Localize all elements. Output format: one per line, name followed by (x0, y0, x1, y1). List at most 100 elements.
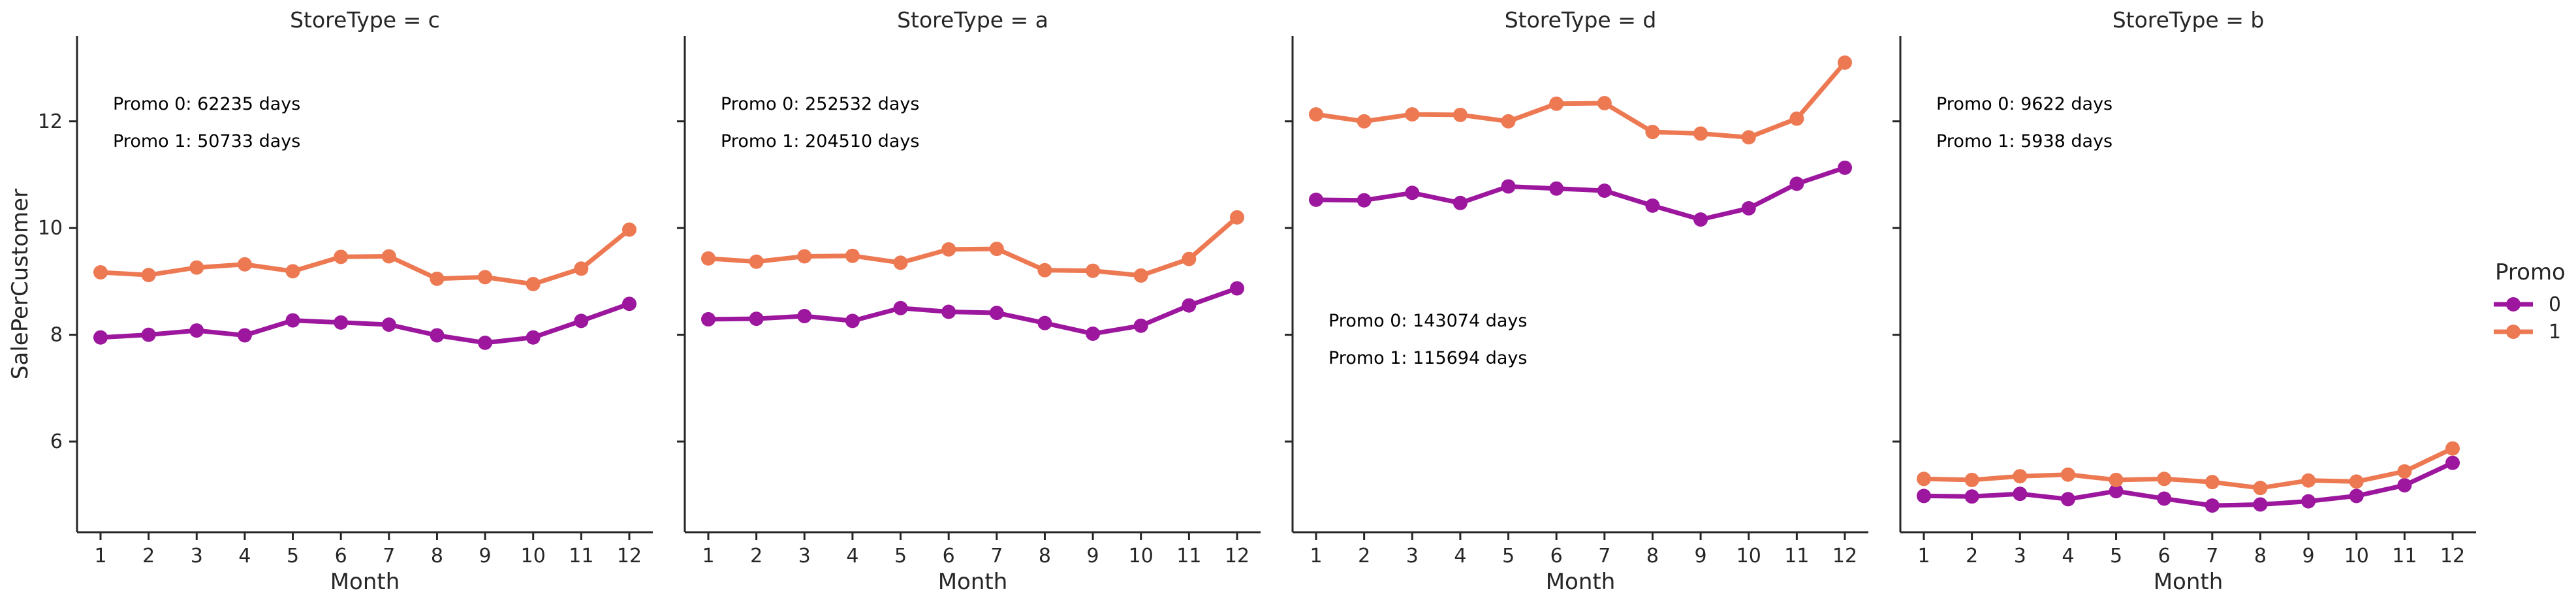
x-tick-label: 4 (1454, 545, 1466, 568)
x-tick-label: 8 (1646, 545, 1659, 568)
data-point-promo-1 (1453, 107, 1468, 122)
data-point-promo-1 (574, 261, 589, 276)
data-point-promo-0 (1964, 489, 1979, 504)
x-tick-label: 11 (1784, 545, 1809, 568)
data-point-promo-1 (701, 251, 715, 266)
data-point-promo-1 (1741, 130, 1756, 145)
panel-title: StoreType = d (1505, 7, 1657, 33)
promo-days-annotation: Promo 0: 9622 days (1936, 94, 2113, 114)
x-tick-label: 6 (2158, 545, 2171, 568)
data-point-promo-0 (430, 328, 445, 343)
x-tick-label: 9 (1087, 545, 1099, 568)
data-point-promo-1 (1182, 251, 1197, 266)
data-point-promo-0 (2205, 498, 2220, 513)
x-tick-label: 4 (238, 545, 251, 568)
data-point-promo-1 (1838, 55, 1852, 70)
y-axis-label: SalePerCustomer (7, 189, 33, 379)
legend-title: Promo (2495, 259, 2566, 285)
panel-title: StoreType = a (897, 7, 1048, 33)
panel-title: StoreType = b (2113, 7, 2265, 33)
series-line-promo-1 (1313, 60, 1847, 140)
x-tick-label: 10 (1129, 545, 1154, 568)
series-line-promo-1 (1921, 446, 2455, 490)
panel-title: StoreType = c (290, 7, 440, 33)
data-point-promo-0 (2060, 492, 2075, 507)
data-point-promo-0 (1037, 315, 1052, 330)
promo-days-annotation: Promo 0: 62235 days (113, 94, 300, 114)
legend-label: 0 (2549, 293, 2561, 316)
x-tick-label: 11 (1176, 545, 1201, 568)
data-point-promo-0 (1789, 176, 1804, 191)
data-point-promo-0 (1133, 318, 1148, 333)
x-tick-label: 4 (846, 545, 858, 568)
data-point-promo-1 (334, 249, 349, 264)
x-tick-label: 3 (1406, 545, 1419, 568)
data-point-promo-1 (2060, 467, 2075, 482)
x-tick-label: 5 (894, 545, 907, 568)
data-point-promo-0 (845, 313, 860, 328)
data-point-promo-0 (941, 304, 956, 319)
data-point-promo-0 (2445, 455, 2460, 470)
x-tick-label: 7 (990, 545, 1003, 568)
data-point-promo-1 (1133, 268, 1148, 283)
promo-days-annotation: Promo 1: 50733 days (113, 131, 300, 152)
x-axis-label: Month (330, 569, 400, 595)
series-line-promo-1 (98, 227, 632, 287)
data-point-promo-0 (334, 315, 349, 330)
data-point-promo-0 (797, 309, 812, 324)
x-tick-label: 10 (521, 545, 546, 568)
data-point-promo-0 (1453, 195, 1468, 210)
data-point-promo-1 (1309, 107, 1323, 122)
data-point-promo-0 (1405, 185, 1420, 200)
x-tick-label: 2 (1966, 545, 1978, 568)
data-point-promo-0 (2157, 491, 2172, 506)
data-point-promo-0 (237, 328, 252, 343)
x-tick-label: 7 (383, 545, 395, 568)
data-point-promo-1 (381, 249, 396, 264)
data-point-promo-1 (2253, 481, 2268, 496)
data-point-promo-0 (1693, 212, 1708, 227)
data-point-promo-1 (845, 248, 860, 263)
x-tick-label: 8 (431, 545, 443, 568)
data-point-promo-0 (989, 306, 1004, 321)
data-point-promo-1 (2157, 472, 2172, 487)
series-line-promo-1 (706, 215, 1240, 278)
x-tick-label: 1 (94, 545, 106, 568)
data-point-promo-1 (478, 270, 493, 285)
data-point-promo-0 (1086, 327, 1101, 341)
data-point-promo-1 (893, 255, 908, 270)
data-point-promo-1 (1645, 125, 1660, 140)
x-tick-label: 5 (2110, 545, 2122, 568)
x-tick-label: 9 (479, 545, 492, 568)
x-tick-label: 9 (2302, 545, 2315, 568)
x-tick-label: 11 (569, 545, 593, 568)
x-tick-label: 2 (142, 545, 155, 568)
data-point-promo-0 (1357, 193, 1372, 208)
x-tick-label: 12 (1225, 545, 1249, 568)
data-point-promo-0 (141, 327, 156, 342)
data-point-promo-0 (1309, 192, 1323, 207)
x-axis-label: Month (938, 569, 1008, 595)
x-tick-label: 6 (335, 545, 347, 568)
promo-days-annotation: Promo 0: 252532 days (721, 94, 919, 114)
x-tick-label: 1 (1917, 545, 1930, 568)
data-point-promo-0 (893, 300, 908, 315)
x-tick-label: 7 (2206, 545, 2218, 568)
data-point-promo-1 (989, 242, 1004, 257)
legend-label: 1 (2549, 321, 2561, 344)
data-point-promo-1 (1230, 210, 1244, 225)
series-line-promo-0 (1921, 460, 2455, 508)
x-tick-label: 5 (1502, 545, 1515, 568)
data-point-promo-1 (1693, 126, 1708, 141)
x-tick-label: 2 (750, 545, 762, 568)
data-point-promo-0 (1549, 181, 1564, 196)
data-point-promo-0 (574, 313, 589, 328)
x-tick-label: 3 (191, 545, 203, 568)
data-point-promo-1 (1086, 263, 1101, 278)
data-point-promo-1 (526, 277, 541, 291)
x-tick-label: 12 (617, 545, 642, 568)
legend-swatch-marker (2506, 297, 2521, 312)
data-point-promo-0 (749, 312, 764, 327)
data-point-promo-1 (1501, 114, 1516, 129)
